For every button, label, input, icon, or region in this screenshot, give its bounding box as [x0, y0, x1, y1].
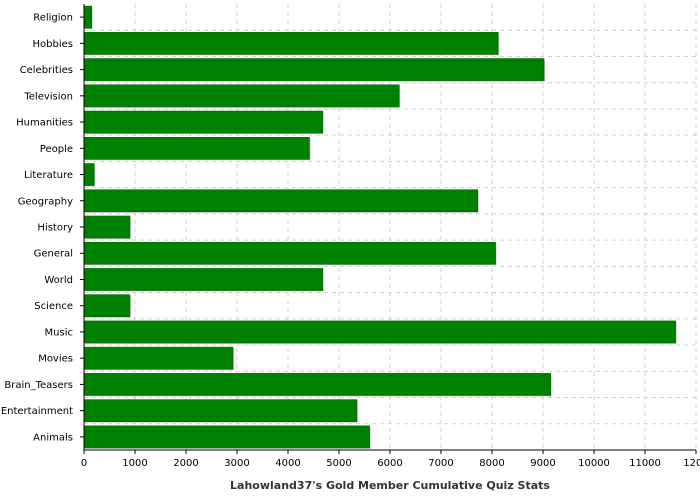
bar-brain-teasers	[83, 373, 551, 396]
category-label: Movies	[38, 354, 73, 365]
category-label: Humanities	[16, 118, 73, 129]
x-tick-label: 10000	[578, 458, 610, 469]
bar-literature	[83, 163, 95, 186]
bar-people	[83, 136, 310, 160]
x-tick-label: 0	[81, 458, 87, 469]
bar-music	[83, 320, 676, 344]
bar-religion	[83, 5, 92, 29]
category-label: Literature	[24, 170, 73, 181]
bar-history	[83, 215, 131, 239]
x-tick-label: 4000	[275, 458, 300, 469]
y-tick-labels: Religion Hobbies Celebrities Television Huma…	[1, 13, 84, 443]
category-label: General	[34, 249, 73, 260]
x-tick-label: 5000	[326, 458, 351, 469]
bar-television	[83, 84, 400, 108]
bar-celebrities	[83, 58, 545, 81]
category-label: Animals	[33, 432, 73, 443]
x-tick-label: 7000	[428, 458, 453, 469]
x-tick-label: 1200	[683, 458, 700, 469]
bar-world	[83, 268, 323, 291]
x-tick-label: 3000	[224, 458, 249, 469]
category-label: Celebrities	[20, 65, 73, 76]
bar-movies	[83, 346, 234, 370]
bar-hobbies	[83, 32, 499, 55]
x-tick-label: 1000	[122, 458, 147, 469]
category-label: History	[37, 223, 73, 234]
category-label: Hobbies	[33, 39, 73, 50]
bar-science	[83, 294, 131, 318]
bar-general	[83, 241, 496, 265]
bar-geography	[83, 189, 479, 213]
category-label: Science	[34, 301, 73, 312]
bar-animals	[83, 425, 370, 449]
category-label: World	[44, 275, 73, 286]
bar-entertainment	[83, 399, 358, 422]
category-label: Television	[23, 91, 73, 102]
x-tick-label: 2000	[173, 458, 198, 469]
category-label: People	[40, 144, 73, 155]
category-label: Religion	[33, 13, 73, 24]
x-tick-label: 6000	[377, 458, 402, 469]
category-label: Music	[45, 327, 73, 338]
x-tick-label: 8000	[479, 458, 504, 469]
x-tick-label: 11000	[629, 458, 661, 469]
x-axis-title: Lahowland37's Gold Member Cumulative Qui…	[230, 479, 550, 492]
category-label: Geography	[18, 196, 73, 207]
bars	[83, 5, 677, 449]
bar-humanities	[83, 110, 323, 134]
category-label: Brain_Teasers	[4, 380, 73, 391]
x-tick-label: 9000	[530, 458, 555, 469]
x-tick-labels: 0 1000 2000 3000 4000 5000 6000 7000 8000 9000 100…	[81, 450, 700, 469]
category-label: Entertainment	[1, 406, 73, 417]
